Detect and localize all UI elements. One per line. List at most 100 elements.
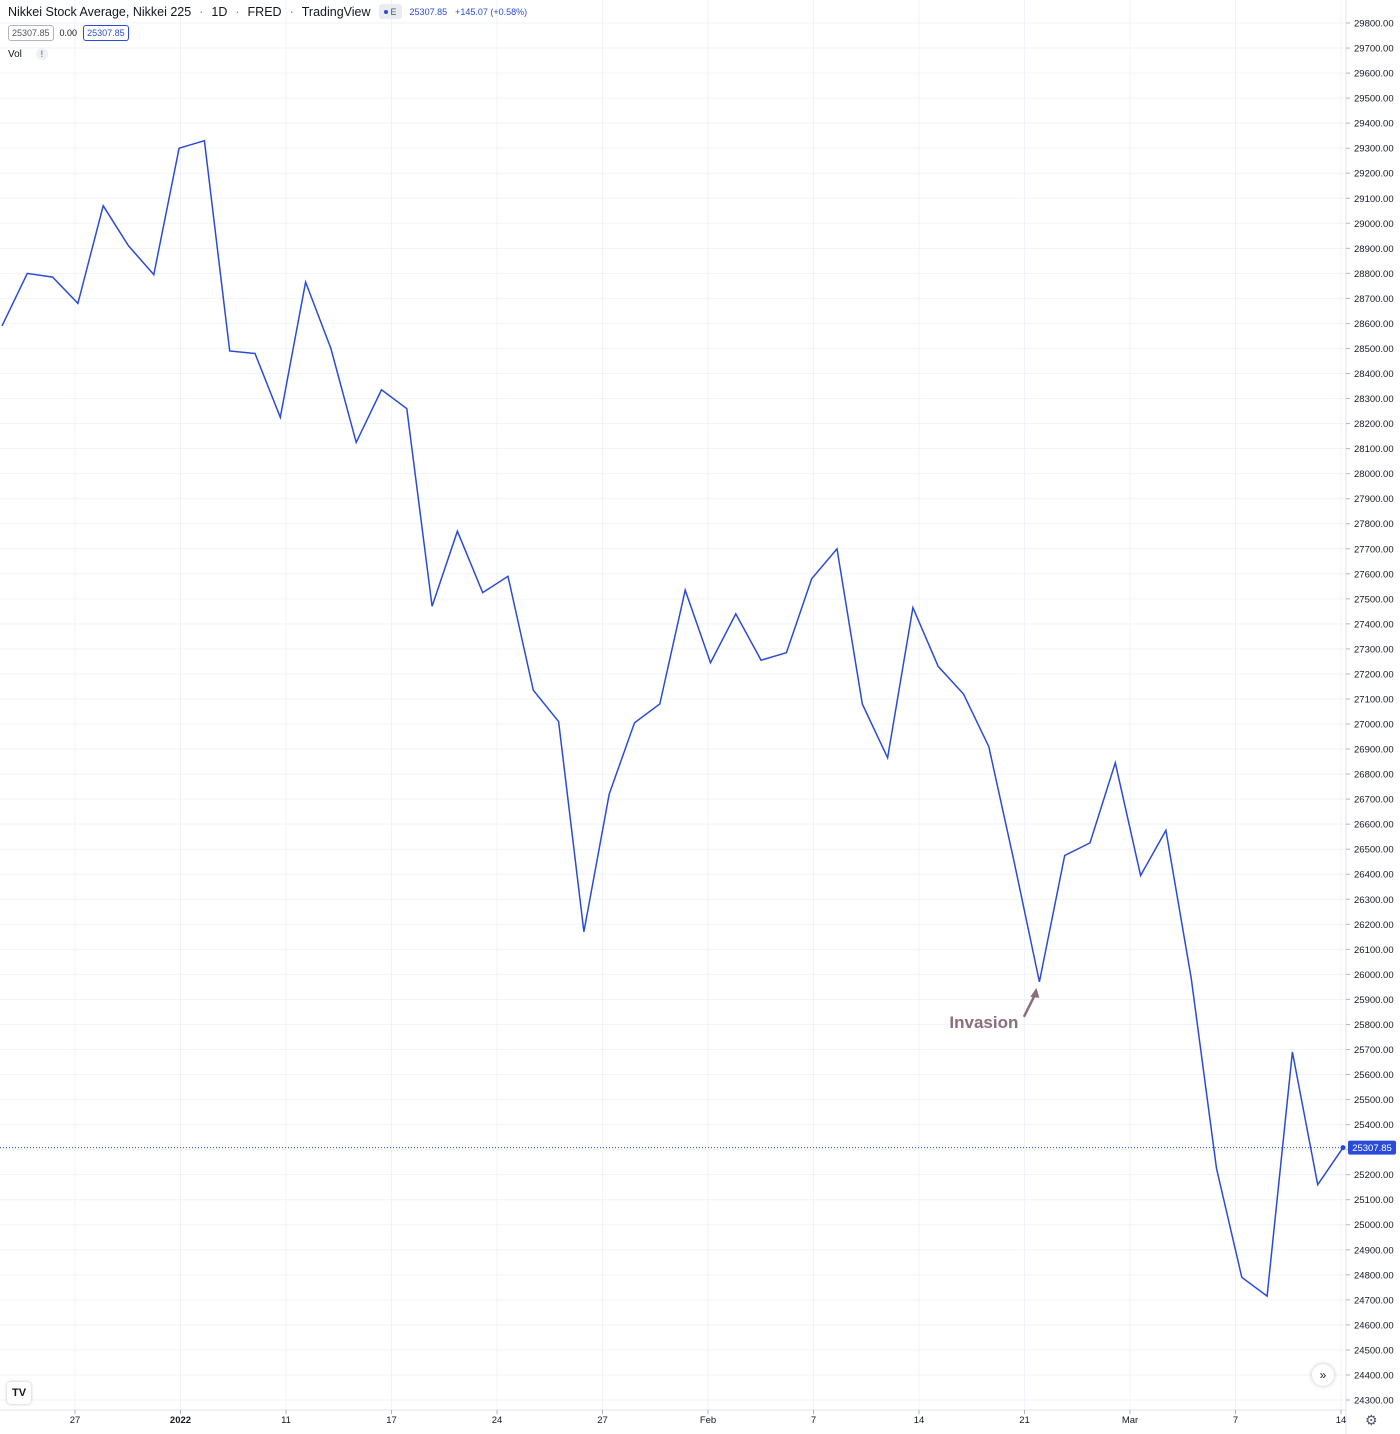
x-axis: 27 2022 11 17 24 27 Feb 7 14 21 Mar 7 14 <box>0 1409 1347 1426</box>
value-box-active[interactable]: 25307.85 <box>83 25 129 41</box>
data-point <box>608 793 611 796</box>
data-point <box>835 547 838 550</box>
eye-label: E <box>390 6 397 17</box>
data-point <box>26 272 29 275</box>
data-point <box>102 204 105 207</box>
data-point <box>456 530 459 533</box>
y-tick-label: 27300.00 <box>1354 644 1394 655</box>
data-point <box>987 745 990 748</box>
y-tick-label: 27900.00 <box>1354 494 1394 505</box>
x-tick-label: 14 <box>914 1415 925 1426</box>
y-tick-label: 29500.00 <box>1354 94 1394 105</box>
y-tick-label: 24500.00 <box>1354 1345 1394 1356</box>
vol-label[interactable]: Vol <box>8 48 22 60</box>
data-point <box>962 692 965 695</box>
y-tick-label: 25400.00 <box>1354 1120 1394 1131</box>
y-tick-label: 29700.00 <box>1354 44 1394 55</box>
legend-last-value: 25307.85 <box>409 6 448 17</box>
series-line <box>1 139 1344 1298</box>
data-point <box>557 720 560 723</box>
y-tick-label: 26600.00 <box>1354 820 1394 831</box>
price-tag-label: 25307.85 <box>1352 1143 1392 1154</box>
y-tick-label: 27500.00 <box>1354 594 1394 605</box>
y-tick-label: 24800.00 <box>1354 1270 1394 1281</box>
x-tick-label: 2022 <box>170 1415 191 1426</box>
y-tick-label: 26800.00 <box>1354 770 1394 781</box>
y-tick-label: 29300.00 <box>1354 144 1394 155</box>
annotation-group: Invasion <box>949 987 1040 1032</box>
data-point <box>709 661 712 664</box>
y-tick-label: 27400.00 <box>1354 619 1394 630</box>
y-tick-label: 24900.00 <box>1354 1245 1394 1256</box>
data-point <box>1164 829 1167 832</box>
data-point <box>1316 1183 1319 1186</box>
data-point <box>532 689 535 692</box>
data-point <box>1114 761 1117 764</box>
data-point <box>582 930 585 933</box>
platform-label: TradingView <box>301 4 371 19</box>
annotation-label: Invasion <box>949 1013 1018 1032</box>
y-tick-label: 28500.00 <box>1354 344 1394 355</box>
y-tick-label: 28600.00 <box>1354 319 1394 330</box>
y-tick-label: 29400.00 <box>1354 119 1394 130</box>
scroll-to-realtime-icon[interactable]: » <box>1312 1364 1334 1386</box>
y-tick-label: 27800.00 <box>1354 519 1394 530</box>
value-box[interactable]: 25307.85 <box>8 25 54 41</box>
y-tick-label: 27000.00 <box>1354 720 1394 731</box>
data-point <box>734 612 737 615</box>
data-point <box>760 659 763 662</box>
data-point <box>633 721 636 724</box>
y-tick-label: 28200.00 <box>1354 419 1394 430</box>
y-tick-label: 28300.00 <box>1354 394 1394 405</box>
data-point <box>431 605 434 608</box>
tradingview-logo-icon[interactable]: TV <box>7 1382 31 1404</box>
y-tick-label: 26300.00 <box>1354 895 1394 906</box>
data-point <box>658 702 661 705</box>
last-data-point <box>1340 1145 1346 1151</box>
data-point <box>355 441 358 444</box>
data-point <box>279 416 282 419</box>
data-point <box>203 139 206 142</box>
legend-change: +145.07 (+0.58%) <box>455 6 528 17</box>
series-points <box>26 139 1346 1298</box>
data-point <box>810 577 813 580</box>
y-tick-label: 29800.00 <box>1354 19 1394 30</box>
data-point <box>76 302 79 305</box>
y-tick-label: 29000.00 <box>1354 219 1394 230</box>
y-tick-label: 25500.00 <box>1354 1095 1394 1106</box>
settings-gear-icon[interactable]: ⚙ <box>1365 1412 1378 1428</box>
interval-label[interactable]: 1D <box>211 4 228 19</box>
y-tick-label: 24300.00 <box>1354 1396 1394 1407</box>
y-tick-label: 26900.00 <box>1354 745 1394 756</box>
x-tick-label: 24 <box>492 1415 503 1426</box>
x-tick-label: 14 <box>1336 1415 1347 1426</box>
x-tick-label: 11 <box>281 1415 291 1426</box>
y-tick-label: 27200.00 <box>1354 669 1394 680</box>
grid-lines <box>0 0 1346 1410</box>
warning-icon[interactable]: ! <box>35 48 48 60</box>
y-tick-label: 29100.00 <box>1354 194 1394 205</box>
x-tick-label: 7 <box>1233 1415 1238 1426</box>
y-tick-label: 25700.00 <box>1354 1045 1394 1056</box>
data-point <box>785 651 788 654</box>
y-tick-label: 26400.00 <box>1354 870 1394 881</box>
annotation-arrowhead <box>1030 987 1040 998</box>
legend-separator: · <box>199 4 204 19</box>
data-point <box>178 147 181 150</box>
y-tick-label: 26100.00 <box>1354 945 1394 956</box>
data-point <box>1139 874 1142 877</box>
value-row: 25307.85 0.00 25307.85 <box>8 25 129 41</box>
data-point <box>1291 1050 1294 1053</box>
eye-icon[interactable]: E <box>378 4 402 19</box>
data-point <box>1266 1295 1269 1298</box>
y-tick-label: 26000.00 <box>1354 970 1394 981</box>
y-tick-label: 28400.00 <box>1354 369 1394 380</box>
y-tick-label: 26700.00 <box>1354 795 1394 806</box>
y-tick-label: 24400.00 <box>1354 1370 1394 1381</box>
data-point <box>1013 860 1016 863</box>
y-tick-label: 29600.00 <box>1354 69 1394 80</box>
data-point <box>1240 1276 1243 1279</box>
data-point <box>937 665 940 668</box>
symbol-title[interactable]: Nikkei Stock Average, Nikkei 225 <box>8 4 192 19</box>
